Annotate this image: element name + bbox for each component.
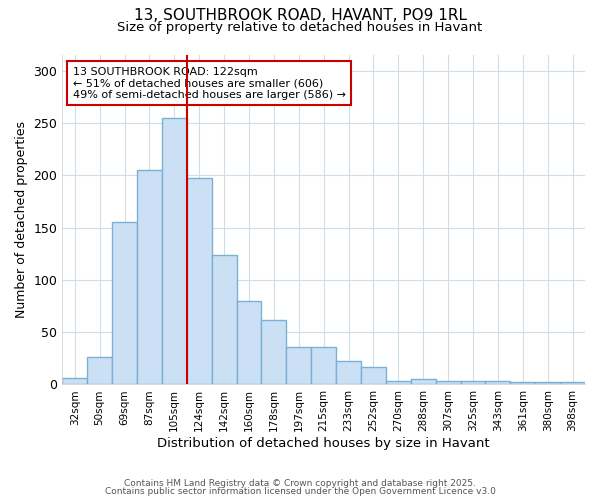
Bar <box>62 378 87 384</box>
Text: 13, SOUTHBROOK ROAD, HAVANT, PO9 1RL: 13, SOUTHBROOK ROAD, HAVANT, PO9 1RL <box>133 8 467 22</box>
Bar <box>461 382 485 384</box>
Bar <box>112 222 137 384</box>
Bar <box>311 347 336 385</box>
Bar <box>336 362 361 384</box>
Y-axis label: Number of detached properties: Number of detached properties <box>15 121 28 318</box>
Bar <box>137 170 162 384</box>
X-axis label: Distribution of detached houses by size in Havant: Distribution of detached houses by size … <box>157 437 490 450</box>
Bar <box>212 255 236 384</box>
Bar <box>87 358 112 384</box>
Bar <box>560 382 585 384</box>
Bar <box>162 118 187 384</box>
Bar <box>286 347 311 385</box>
Text: Contains HM Land Registry data © Crown copyright and database right 2025.: Contains HM Land Registry data © Crown c… <box>124 478 476 488</box>
Bar <box>386 382 411 384</box>
Bar <box>511 382 535 384</box>
Bar <box>411 379 436 384</box>
Bar <box>436 382 461 384</box>
Text: 13 SOUTHBROOK ROAD: 122sqm
← 51% of detached houses are smaller (606)
49% of sem: 13 SOUTHBROOK ROAD: 122sqm ← 51% of deta… <box>73 66 346 100</box>
Bar <box>361 366 386 384</box>
Text: Size of property relative to detached houses in Havant: Size of property relative to detached ho… <box>118 21 482 34</box>
Text: Contains public sector information licensed under the Open Government Licence v3: Contains public sector information licen… <box>104 487 496 496</box>
Bar <box>535 382 560 384</box>
Bar <box>187 178 212 384</box>
Bar <box>236 301 262 384</box>
Bar <box>485 382 511 384</box>
Bar <box>262 320 286 384</box>
